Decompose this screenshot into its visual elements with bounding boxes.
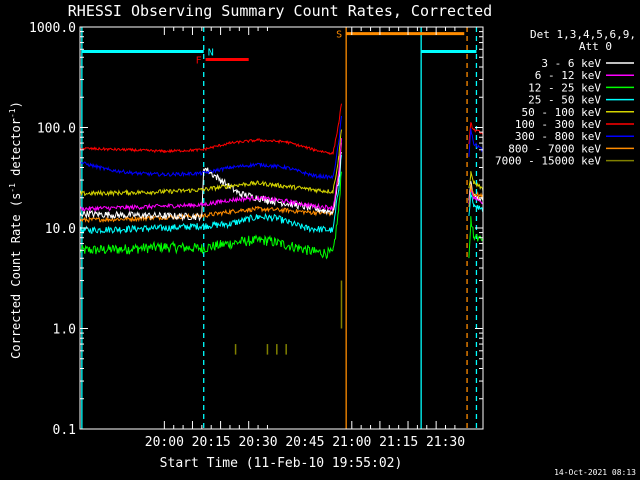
legend-entry-5: 100 - 300 keV: [515, 118, 601, 131]
count-rate-curve-0: [79, 171, 342, 260]
legend-entry-2: 12 - 25 keV: [528, 81, 601, 94]
count-rate-curve-6: [79, 115, 342, 181]
legend-entry-4: 50 - 100 keV: [522, 106, 602, 119]
x-tick-label-5: 21:15: [379, 435, 418, 450]
x-axis-label: Start Time (11-Feb-10 19:55:02): [160, 456, 403, 471]
count-rate-curve-5: [79, 129, 342, 197]
legend-header-line-2: Att 0: [579, 40, 612, 53]
count-rate-curve-2: [79, 142, 342, 224]
chart-title: RHESSI Observing Summary Count Rates, Co…: [68, 2, 492, 20]
flag-label-S: S: [336, 30, 342, 41]
count-rate-curve-1: [79, 154, 342, 235]
count-rate-curve-7: [79, 103, 342, 155]
legend-entry-3: 25 - 50 keV: [528, 94, 601, 107]
legend-entry-7: 800 - 7000 keV: [508, 142, 601, 155]
y-axis-label-part-3: ): [9, 101, 23, 108]
flag-label-F: F: [196, 55, 202, 66]
y-axis-label-part-2: detector: [9, 118, 23, 183]
y-tick-label-3: 100.0: [37, 122, 76, 137]
x-tick-label-4: 21:00: [332, 435, 371, 450]
x-tick-label-6: 21:30: [426, 435, 465, 450]
x-tick-label-1: 20:15: [192, 435, 231, 450]
legend-entry-0: 3 - 6 keV: [541, 57, 601, 70]
footer-timestamp: 14-Oct-2021 08:13: [554, 468, 636, 477]
x-axis: 20:00 20:15 20:30 20:45 21:00 21:15 21:30: [79, 27, 465, 450]
y-tick-label-1: 1.0: [53, 323, 76, 338]
y-axis-label-exponent-2: -1: [8, 108, 17, 118]
x-tick-label-3: 20:45: [285, 435, 324, 450]
x-tick-label-0: 20:00: [145, 435, 184, 450]
legend-entry-8: 7000 - 15000 keV: [495, 155, 601, 168]
y-tick-label-0: 0.1: [53, 423, 76, 438]
y-tick-label-2: 10.0: [45, 222, 76, 237]
legend-header-line-1: Det 1,3,4,5,6,9,: [530, 28, 636, 41]
y-tick-label-4: 1000.0: [29, 21, 76, 36]
y-axis: 0.1 1.0 10.0 100.0 1000.0: [29, 21, 483, 438]
x-tick-label-2: 20:30: [238, 435, 277, 450]
count-rate-curve-3: [79, 151, 342, 222]
flag-label-N: N: [208, 48, 214, 59]
y-axis-label-part-1: Corrected Count Rate (s: [9, 193, 23, 359]
legend-entry-6: 300 - 800 keV: [515, 130, 601, 143]
legend-entry-1: 6 - 12 keV: [535, 69, 602, 82]
y-axis-label-exponent-1: -1: [8, 183, 17, 193]
y-axis-label: Corrected Count Rate (s-1 detector-1): [8, 101, 23, 359]
count-rate-curve-4: [79, 138, 342, 213]
